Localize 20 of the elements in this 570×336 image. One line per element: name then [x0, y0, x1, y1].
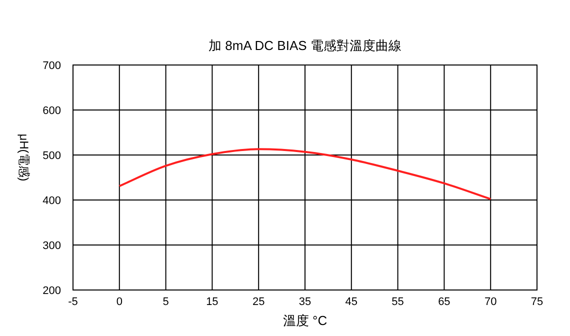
x-tick-label: 35 [298, 296, 312, 308]
y-tick-label: 700 [42, 60, 61, 72]
x-axis-title: 溫度 °C [282, 313, 328, 328]
x-tick-label: 70 [484, 296, 497, 308]
y-tick-label: 500 [42, 150, 61, 162]
y-tick-label: 200 [42, 285, 61, 297]
x-tick-label: 5 [162, 296, 169, 308]
y-axis-title: μH(電感) [17, 134, 31, 182]
x-tick-label: 45 [345, 296, 358, 308]
y-tick-label: 400 [42, 195, 61, 207]
x-tick-label: 65 [438, 296, 450, 308]
x-tick-label: 15 [206, 296, 218, 308]
x-tick-label: 0 [116, 296, 122, 308]
chart-title: 加 8mA DC BIAS 電感對溫度曲線 [208, 38, 402, 53]
x-tick-label: 55 [392, 296, 404, 308]
x-tick-label: 25 [252, 296, 265, 308]
y-tick-label: 600 [42, 105, 61, 117]
x-tick-label: 75 [530, 296, 544, 308]
y-tick-label: 300 [42, 240, 61, 252]
x-tick-label: -5 [68, 296, 78, 308]
